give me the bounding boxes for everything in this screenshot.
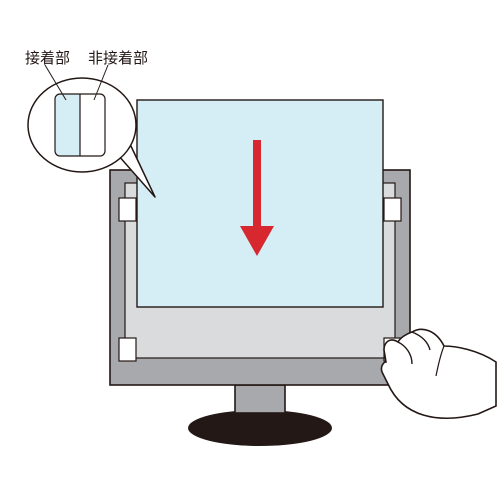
hand-icon [381, 329, 496, 418]
diagram-canvas: 接着部 非接着部 [0, 0, 500, 500]
monitor-neck [235, 385, 285, 413]
callout-labels: 接着部 非接着部 [25, 47, 148, 68]
label-adhesive: 接着部 [25, 47, 70, 68]
clip-top-left [119, 198, 136, 221]
monitor-base [188, 410, 332, 446]
clip-bottom-left [119, 338, 136, 361]
clip-top-right [384, 198, 401, 221]
diagram-svg [0, 0, 500, 500]
label-non-adhesive: 非接着部 [88, 47, 148, 68]
